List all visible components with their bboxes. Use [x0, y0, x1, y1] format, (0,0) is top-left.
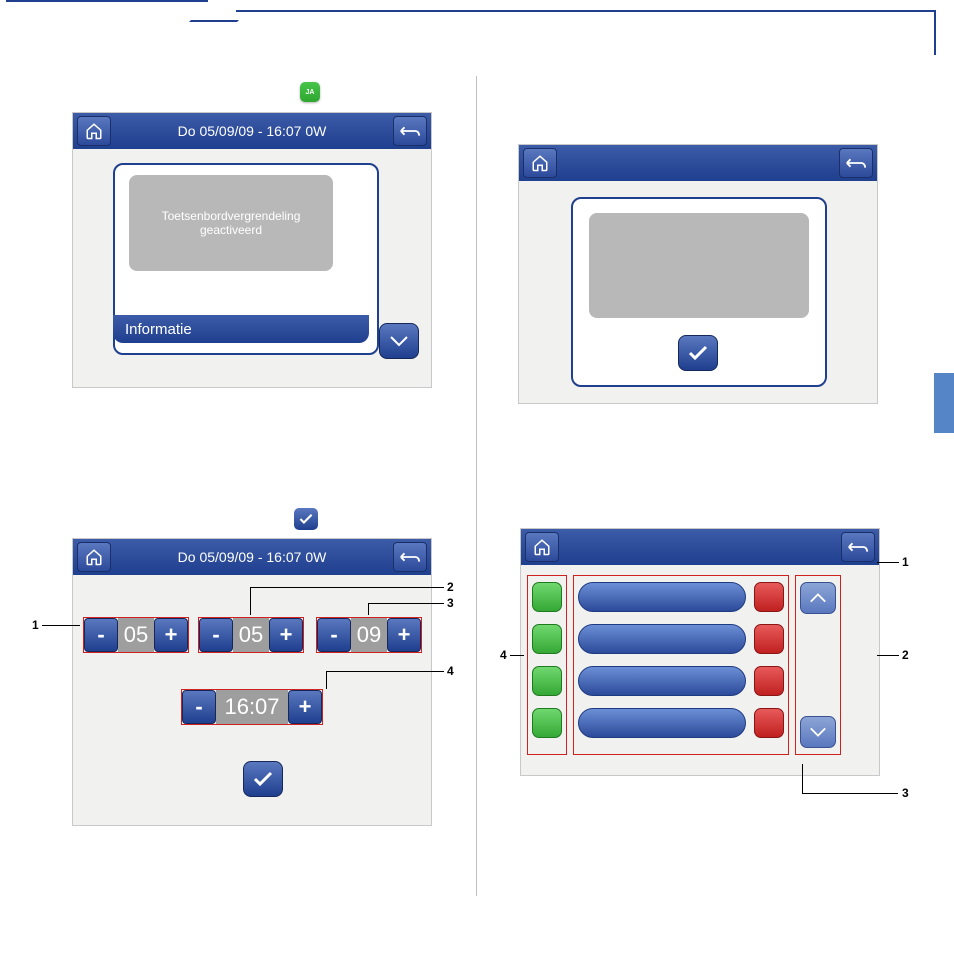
check-chip [294, 508, 318, 530]
callout-3-vline [368, 603, 369, 615]
callout-2-line [877, 655, 899, 656]
list-reject-button[interactable] [754, 624, 784, 654]
list-reject-button[interactable] [754, 666, 784, 696]
list-accept-button[interactable] [532, 666, 562, 696]
check-icon [688, 345, 708, 361]
message-text: Toetsenbordvergrendeling geactiveerd [162, 209, 301, 237]
home-icon [85, 122, 103, 140]
callout-3: 3 [902, 786, 909, 800]
back-icon [399, 122, 421, 140]
check-icon [299, 513, 313, 525]
check-icon [253, 771, 273, 787]
back-icon [399, 548, 421, 566]
home-icon [531, 154, 549, 172]
year-minus-button[interactable]: - [317, 618, 351, 652]
callout-1-line [42, 625, 80, 626]
month-plus-button[interactable]: + [269, 618, 303, 652]
list-item[interactable] [578, 624, 746, 654]
callout-4-line [326, 671, 444, 672]
green-column [527, 575, 567, 755]
message-panel: Toetsenbordvergrendeling geactiveerd [129, 175, 333, 271]
callout-3: 3 [447, 596, 454, 610]
month-stepper: - 05 + [198, 617, 304, 653]
ja-chip: JA [300, 82, 320, 102]
callout-2-vline [250, 587, 251, 615]
time-minus-button[interactable]: - [182, 690, 216, 724]
list-reject-button[interactable] [754, 708, 784, 738]
time-stepper: - 16:07 + [181, 689, 323, 725]
day-minus-button[interactable]: - [84, 618, 118, 652]
home-button[interactable] [77, 116, 111, 146]
day-stepper: - 05 + [83, 617, 189, 653]
callout-1-line [877, 562, 899, 563]
chevron-down-icon [809, 726, 827, 738]
callout-2: 2 [902, 648, 909, 662]
list-accept-button[interactable] [532, 582, 562, 612]
day-value: 05 [118, 618, 154, 652]
back-button[interactable] [393, 116, 427, 146]
info-bar: Informatie [113, 315, 369, 343]
list-item[interactable] [578, 582, 746, 612]
arrow-column [795, 575, 841, 755]
callout-3-line [368, 603, 444, 604]
home-button[interactable] [525, 532, 559, 562]
callout-3-line [802, 793, 898, 794]
screen-confirm [518, 144, 878, 404]
callout-4-vline [326, 671, 327, 689]
month-minus-button[interactable]: - [199, 618, 233, 652]
callout-2-line [250, 587, 444, 588]
callout-1: 1 [32, 618, 39, 632]
titlebar: Do 05/09/09 - 16:07 0W [73, 539, 431, 575]
year-plus-button[interactable]: + [387, 618, 421, 652]
home-icon [85, 548, 103, 566]
time-value: 16:07 [216, 690, 288, 724]
chevron-up-icon [809, 592, 827, 604]
list-item[interactable] [578, 666, 746, 696]
list-reject-button[interactable] [754, 582, 784, 612]
day-plus-button[interactable]: + [154, 618, 188, 652]
screen-list [520, 528, 880, 776]
gray-panel [589, 213, 809, 318]
column-divider [476, 76, 477, 896]
side-tab [934, 373, 954, 433]
scroll-up-button[interactable] [800, 582, 836, 614]
callout-2: 2 [447, 580, 454, 594]
page-frame [236, 10, 936, 55]
center-column [573, 575, 789, 755]
back-button[interactable] [839, 148, 873, 178]
titlebar: Do 05/09/09 - 16:07 0W [73, 113, 431, 149]
back-button[interactable] [841, 532, 875, 562]
info-label: Informatie [125, 321, 192, 338]
callout-1: 1 [902, 555, 909, 569]
titlebar [521, 529, 879, 565]
screen-datetime: Do 05/09/09 - 16:07 0W - 05 + - 05 + - 0… [72, 538, 432, 826]
back-button[interactable] [393, 542, 427, 572]
callout-4: 4 [447, 664, 454, 678]
titlebar [519, 145, 877, 181]
list-accept-button[interactable] [532, 624, 562, 654]
screen-keyboard-lock: Do 05/09/09 - 16:07 0W Toetsenbordvergre… [72, 112, 432, 388]
year-stepper: - 09 + [316, 617, 422, 653]
title-text: Do 05/09/09 - 16:07 0W [111, 123, 393, 139]
back-icon [845, 154, 867, 172]
dropdown-button[interactable] [379, 323, 419, 359]
callout-4-line [510, 655, 524, 656]
callout-4: 4 [500, 648, 507, 662]
title-text: Do 05/09/09 - 16:07 0W [111, 549, 393, 565]
scroll-down-button[interactable] [800, 716, 836, 748]
list-item[interactable] [578, 708, 746, 738]
month-value: 05 [233, 618, 269, 652]
year-value: 09 [351, 618, 387, 652]
home-icon [533, 538, 551, 556]
confirm-button[interactable] [243, 761, 283, 797]
back-icon [847, 538, 869, 556]
callout-3-vline [802, 764, 803, 794]
home-button[interactable] [77, 542, 111, 572]
chevron-down-icon [389, 335, 409, 347]
list-accept-button[interactable] [532, 708, 562, 738]
time-plus-button[interactable]: + [288, 690, 322, 724]
confirm-button[interactable] [678, 335, 718, 371]
home-button[interactable] [523, 148, 557, 178]
